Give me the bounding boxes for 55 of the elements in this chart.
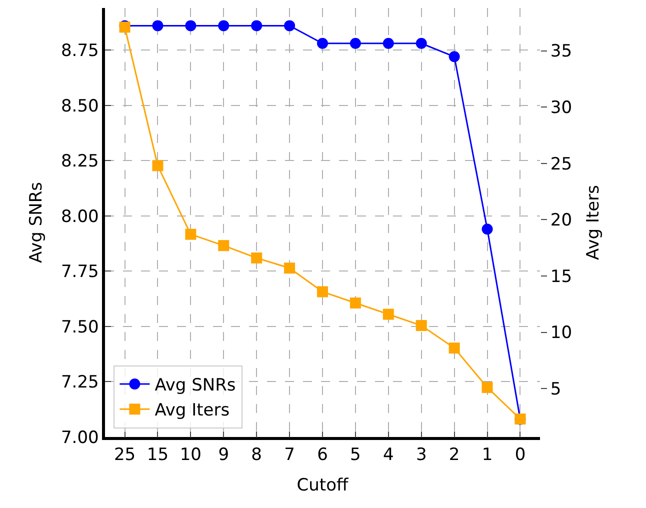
point	[152, 160, 164, 172]
x-tick-label: 9	[218, 445, 230, 466]
x-tick-label: 1	[482, 445, 493, 466]
point	[416, 38, 427, 49]
point	[317, 286, 328, 298]
point	[152, 20, 164, 32]
point	[350, 38, 361, 49]
x-tick-label: 15	[146, 445, 169, 466]
y-tick-label: 7.00	[60, 428, 99, 448]
point	[218, 20, 230, 32]
point	[185, 20, 196, 32]
y2-tick-label: 15	[550, 266, 572, 287]
x-tick-label: 5	[350, 445, 361, 466]
x-tick-label: 0	[514, 445, 526, 466]
x-tick-label: 25	[114, 445, 136, 466]
legend-label: Avg Iters	[154, 400, 230, 421]
y2-tick-label: 5	[550, 380, 562, 400]
x-axis-title: Cutoff	[296, 476, 350, 496]
point	[416, 320, 427, 332]
legend-label: Avg SNRs	[154, 376, 236, 396]
point	[251, 20, 262, 32]
y2-tick-label: 25	[550, 154, 572, 174]
y-tick-label: 8.00	[60, 206, 99, 227]
y-tick-label: 8.50	[60, 96, 99, 116]
y2-tick-label: 10	[550, 323, 572, 344]
point	[382, 38, 394, 49]
x-tick-label: 6	[317, 445, 328, 466]
point	[284, 20, 296, 32]
x-tick-label: 8	[251, 445, 262, 466]
y-axis-title: Avg SNRs	[26, 182, 47, 264]
x-tick-label: 7	[284, 445, 295, 466]
point	[218, 240, 230, 252]
point	[448, 51, 460, 62]
point	[185, 228, 196, 240]
x-tick-label: 4	[382, 445, 394, 466]
y-tick-label: 8.25	[60, 152, 99, 172]
y2-tick-label: 20	[550, 210, 572, 231]
point	[251, 252, 262, 264]
x-tick-label: 10	[180, 445, 202, 466]
y2-axis-title: Avg Iters	[583, 184, 604, 260]
point	[382, 308, 394, 320]
point	[448, 342, 460, 354]
y-tick-label: 7.25	[60, 372, 99, 393]
y-tick-label: 8.75	[60, 40, 99, 61]
point	[482, 224, 493, 235]
point	[482, 382, 493, 393]
y2-tick-label: 35	[550, 42, 572, 62]
x-tick-label: 2	[448, 445, 460, 466]
x-tick-label: 3	[416, 445, 427, 466]
y2-tick-label: 30	[550, 98, 572, 118]
point	[317, 38, 328, 49]
point	[284, 262, 296, 274]
y-tick-label: 7.75	[60, 262, 99, 282]
point	[350, 298, 361, 309]
y-tick-label: 7.50	[60, 317, 99, 338]
